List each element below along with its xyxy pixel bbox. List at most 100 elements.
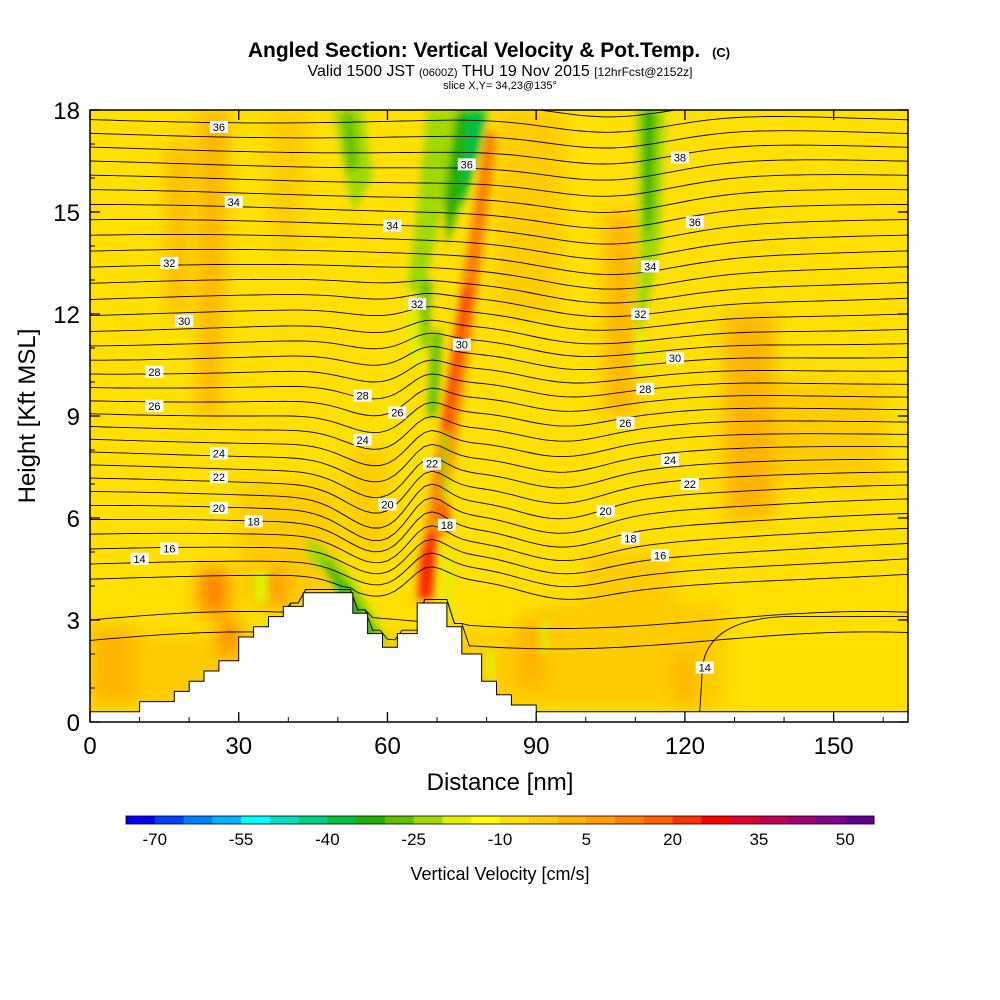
x-axis-label: Distance [nm]	[427, 769, 574, 796]
isentrope-line	[90, 130, 908, 149]
contour-label: 24	[661, 454, 680, 467]
colorbar-swatch	[298, 816, 328, 824]
contour-label: 24	[353, 433, 372, 447]
velocity-cell	[268, 110, 309, 246]
isentrope-line	[90, 373, 908, 400]
contour-label: 28	[353, 389, 372, 403]
colorbar-tick-label: 20	[663, 830, 682, 849]
contour-label: 18	[437, 518, 456, 532]
contour-label-bg	[209, 447, 228, 460]
contour-label-text: 24	[664, 455, 676, 467]
contour-label-text: 16	[163, 544, 175, 556]
subtitle-date: THU 19 Nov 2015	[462, 63, 590, 80]
contour-label-text: 24	[213, 448, 225, 460]
contour-label-bg	[452, 338, 471, 351]
colorbar-swatch	[327, 816, 357, 824]
colorbar-tick-label: 35	[749, 830, 768, 849]
colorbar-swatch	[528, 816, 559, 824]
colorbar-tick-label: -55	[229, 830, 254, 849]
contour-label-text: 26	[148, 401, 160, 413]
y-tick-label: 18	[53, 98, 80, 125]
contour-label-text: 26	[619, 418, 631, 430]
isentrope-line	[90, 416, 908, 450]
contour-label-bg	[695, 661, 714, 674]
isentrope-line	[90, 401, 908, 434]
subtitle-zulu: (0600Z)	[419, 67, 458, 79]
contour-label-bg	[145, 365, 164, 378]
colorbar-swatch	[586, 816, 616, 824]
contour-label: 14	[695, 661, 714, 675]
colorbar	[125, 815, 875, 825]
colorbar-swatch	[500, 816, 530, 824]
y-tick-label: 3	[67, 608, 80, 635]
contour-label-bg	[437, 518, 456, 531]
colorbar-swatch	[212, 816, 242, 824]
velocity-cell	[218, 620, 239, 654]
contour-label: 20	[596, 505, 615, 518]
isentrope-line	[90, 457, 908, 499]
colorbar-frame	[125, 815, 875, 825]
isentrope-line	[90, 588, 908, 629]
contour-label-text: 36	[689, 217, 701, 229]
y-tick-label: 15	[53, 200, 80, 227]
velocity-cell	[674, 654, 695, 705]
contour-label-text: 32	[411, 299, 423, 311]
contour-label-text: 30	[178, 316, 190, 328]
velocity-cell	[635, 327, 646, 372]
y-axis-label: Height [Kft MSL]	[14, 329, 41, 504]
contour-label: 16	[651, 549, 670, 562]
colorbar-swatch	[384, 816, 415, 824]
velocity-cell	[253, 569, 269, 603]
colorbar-swatch	[471, 816, 501, 824]
isentrope-line	[90, 566, 908, 600]
contour-label-bg	[665, 352, 684, 365]
isentrope-line	[90, 345, 908, 371]
colorbar-label: Vertical Velocity [cm/s]	[410, 864, 589, 884]
colorbar-swatch	[356, 816, 386, 824]
contour-label-text: 20	[213, 503, 225, 515]
velocity-cell	[605, 212, 636, 416]
contour-label-text: 16	[654, 550, 666, 562]
isentrope-line	[90, 159, 908, 181]
contour-label-bg	[408, 297, 427, 310]
chart-title-main: Angled Section: Vertical Velocity & Pot.…	[248, 39, 700, 62]
contour-label-text: 24	[357, 435, 369, 447]
contour-label-bg	[130, 552, 149, 565]
contour-label: 22	[423, 457, 442, 471]
contour-label: 36	[685, 216, 704, 229]
x-tick-label: 0	[83, 733, 96, 760]
contour-label-bg	[224, 195, 243, 208]
contour-label: 20	[378, 498, 397, 511]
contour-label-text: 34	[386, 221, 398, 233]
contour-label: 24	[209, 447, 228, 460]
velocity-cell	[407, 110, 462, 297]
isentrope-line	[90, 430, 908, 467]
contour-label: 22	[680, 478, 699, 491]
velocity-cell	[407, 297, 423, 365]
isentrope-line	[90, 588, 908, 650]
contour-label-text: 22	[213, 472, 225, 484]
x-tick-label: 150	[814, 733, 854, 760]
contour-label-bg	[209, 471, 228, 484]
contour-label-text: 32	[634, 309, 646, 321]
velocity-cell	[199, 569, 229, 614]
contour-label: 18	[244, 515, 263, 528]
contour-label: 14	[130, 552, 149, 566]
velocity-cell	[486, 647, 495, 682]
y-tick-label: 9	[67, 404, 80, 431]
contour-label-text: 18	[247, 516, 259, 528]
colorbar-tick-label: -10	[488, 830, 513, 849]
contour-label-text: 14	[133, 554, 145, 566]
isentrope-line	[90, 219, 908, 245]
contour-label: 34	[641, 260, 660, 273]
contour-label-text: 28	[357, 391, 369, 403]
colorbar-swatch	[643, 816, 674, 824]
contour-label-bg	[621, 532, 640, 545]
isentrope-line	[90, 144, 908, 165]
colorbar-tick-label: -25	[401, 830, 426, 849]
contour-label-text: 18	[441, 520, 453, 532]
subtitle-forecast: [12hrFcst@2152z]	[594, 65, 692, 79]
contour-label: 26	[145, 399, 164, 413]
colorbar-tick-label: 5	[582, 830, 591, 849]
